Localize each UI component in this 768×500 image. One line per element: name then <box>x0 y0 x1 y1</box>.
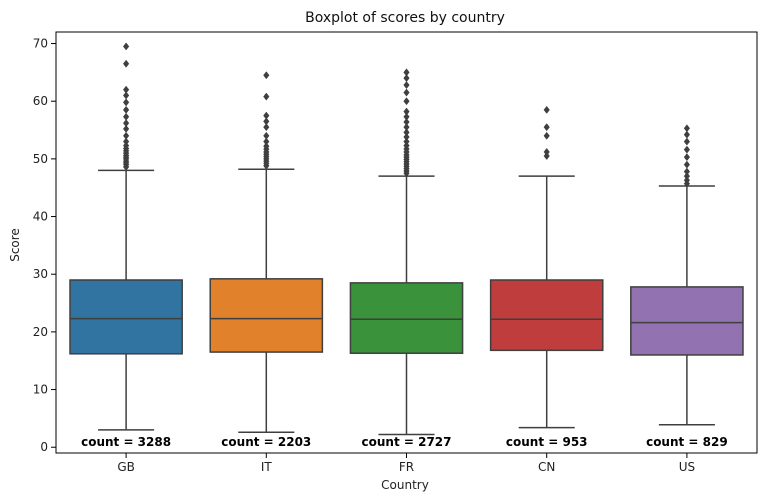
outlier-point <box>683 124 691 133</box>
outlier-point <box>122 131 130 140</box>
outlier-point <box>403 123 410 132</box>
outlier-point <box>263 111 270 120</box>
outlier-point <box>263 123 270 132</box>
outlier-point <box>122 59 130 68</box>
outlier-point <box>403 132 410 141</box>
box-fr <box>349 282 464 354</box>
outlier-point <box>403 128 410 137</box>
y-axis-title: Score <box>8 228 22 262</box>
y-tick-label: 20 <box>33 325 48 339</box>
y-tick-label: 60 <box>33 94 48 108</box>
outlier-point <box>122 141 130 150</box>
outlier-point <box>403 68 410 77</box>
outlier-point <box>403 112 410 121</box>
outlier-point <box>543 151 550 161</box>
box-cn <box>489 279 604 352</box>
y-tick-label: 70 <box>33 37 48 51</box>
outlier-point <box>263 142 270 151</box>
outlier-point <box>683 167 691 176</box>
outlier-point <box>122 137 130 146</box>
outlier-point <box>263 131 270 140</box>
outlier-point <box>122 105 130 114</box>
y-tick-label: 50 <box>33 152 48 166</box>
x-tick-label: US <box>679 460 695 474</box>
count-label: count = 953 <box>506 435 588 449</box>
y-tick-label: 0 <box>40 440 48 454</box>
outlier-point <box>122 119 130 128</box>
outlier-point <box>543 147 550 156</box>
outlier-point <box>403 137 410 146</box>
outlier-point <box>683 130 691 139</box>
outlier-point <box>122 98 130 107</box>
y-tick-label: 10 <box>33 383 48 397</box>
plot-area: 0 10 20 30 40 50 60 70 GB count = 3288 IT count = 2… <box>33 31 758 474</box>
x-tick-label: FR <box>399 460 414 474</box>
outlier-point <box>683 176 691 185</box>
outlier-point <box>683 137 691 146</box>
outlier-point <box>263 92 270 101</box>
x-tick-label: CN <box>538 460 555 474</box>
x-tick-label: IT <box>261 460 273 474</box>
outlier-point <box>403 117 410 126</box>
outlier-point <box>263 71 270 80</box>
y-tick-label: 30 <box>33 267 48 281</box>
outlier-point <box>403 141 410 150</box>
x-tick-label: GB <box>117 460 135 474</box>
count-label: count = 2727 <box>362 435 452 449</box>
count-label: count = 2203 <box>221 435 311 449</box>
outlier-point <box>543 105 550 114</box>
outlier-point <box>403 74 410 83</box>
outlier-point <box>543 131 550 140</box>
outlier-point <box>122 112 130 121</box>
y-tick-label: 40 <box>33 210 48 224</box>
outlier-point <box>403 81 410 90</box>
outlier-point <box>122 91 130 100</box>
box-us <box>630 286 744 356</box>
box-gb <box>69 279 183 355</box>
outlier-point <box>403 88 410 97</box>
outlier-point <box>683 160 691 169</box>
outlier-point <box>683 153 691 162</box>
outlier-point <box>263 137 270 146</box>
x-axis-title: Country <box>381 478 429 492</box>
box-it <box>209 278 324 353</box>
outlier-point <box>403 97 410 106</box>
outlier-point <box>543 123 550 132</box>
chart-title: Boxplot of scores by country <box>305 10 505 26</box>
count-label: count = 829 <box>646 435 728 449</box>
outlier-point <box>403 107 410 116</box>
outlier-point <box>683 145 691 154</box>
outlier-point <box>683 172 691 181</box>
outlier-point <box>263 117 270 126</box>
outlier-point <box>122 124 130 133</box>
count-label: count = 3288 <box>81 435 171 449</box>
outlier-point <box>122 85 130 94</box>
outlier-point <box>122 42 130 51</box>
